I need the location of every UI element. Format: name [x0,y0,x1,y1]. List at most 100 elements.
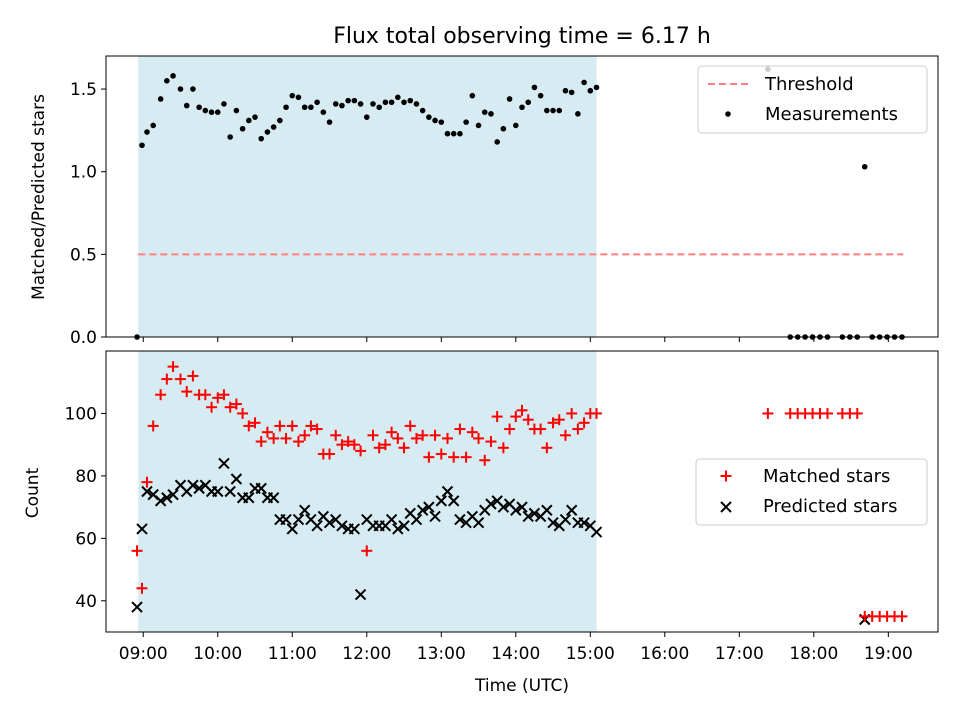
measurement-point [283,104,289,111]
x-tick-label: 09:00 [119,644,168,664]
predicted-star-point [578,517,590,529]
matched-star-point [417,429,429,441]
matched-star-point [224,401,236,413]
counts-panel: 40 60 80 100 09:00 10:00 11:00 12:00 13:00 14:00… [23,350,939,696]
y-tick-label: 40 [75,592,97,612]
plot-frame-bottom [105,350,939,633]
predicted-star-point [348,523,361,535]
matched-star-point [199,389,211,401]
matched-star-point [896,610,908,622]
measurement-point [308,104,314,111]
predicted-star-point [435,495,447,507]
measurement-point [157,96,164,102]
measurement-point [370,101,376,107]
predicted-star-point [323,517,336,529]
matched-star-point [510,411,522,423]
matched-star-point [255,436,267,448]
matched-star-point [429,429,441,441]
x-tick-label: 16:00 [640,644,689,664]
y-tick-label: 0.0 [70,328,97,348]
matched-star-point [311,423,323,435]
matched-star-point [379,439,391,451]
matched-star-point [218,389,230,401]
predicted-star-point [267,492,280,504]
measurement-point [500,125,507,132]
matched-star-point [292,436,304,448]
matched-star-point [136,582,148,594]
matched-star-point [367,429,379,441]
matched-star-point [280,432,292,444]
predicted-legend-swatch [720,501,732,513]
matched-star-point [230,398,242,410]
measurement-point [419,107,426,114]
y-tick-label: 100 [65,404,97,424]
matched-star-point [305,420,317,432]
x-axis-label: Time (UTC) [474,676,569,696]
matched-star-point [441,432,453,444]
matched-star-point [355,445,367,457]
predicted-star-point [416,504,429,516]
measurement-point [345,97,351,104]
predicted-star-point [528,507,541,520]
x-tick-label: 15:00 [566,644,615,664]
y-tick-label: 0.5 [70,245,97,265]
predicted-star-point [161,492,173,504]
plot-frame-top [105,55,939,338]
predicted-star-point [167,488,179,501]
matched-star-point [261,426,273,438]
measurement-point [395,94,401,101]
matched-star-point [206,401,218,413]
observing-interval-shade-bottom [138,351,597,632]
matched-star-point [181,386,193,398]
predicted-star-point [280,513,292,526]
measurement-point [233,107,240,114]
matched-star-point [348,439,360,451]
measurement-point [208,109,215,115]
matched-star-point [386,426,398,438]
measurement-point [469,92,476,99]
matched-star-point [591,407,603,419]
predicted-star-point [441,485,454,498]
predicted-star-point [447,495,460,507]
measurement-point [556,107,563,114]
matched-star-point [131,545,143,557]
measurement-point [432,117,438,124]
predicted-star-point [255,482,267,495]
measurement-point [150,122,156,129]
measurement-point [363,114,370,120]
matched-star-point [237,407,249,419]
matched-star-point [336,439,348,451]
matched-star-point [342,436,354,448]
matched-star-point [516,404,528,416]
predicted-star-point [485,498,497,510]
predicted-star-point [454,513,466,526]
legend-box-bottom [695,458,928,526]
y-axis-label-bottom: Count [23,467,43,518]
measurement-point [214,109,221,115]
matched-star-point [212,392,224,404]
measurement-point [332,101,339,107]
measurement-point [258,135,265,142]
measurement-point [438,119,445,125]
measurement-point [314,99,320,106]
measurement-point [320,109,327,115]
matched-star-point [243,420,255,432]
predicted-star-point [429,510,441,523]
predicted-star-point [565,504,578,516]
measurement-point [568,89,575,96]
predicted-star-point [187,479,199,491]
measurement-point [289,92,296,99]
y-axis-label-top: Matched/Predicted stars [29,94,49,300]
matched-star-point [155,389,167,401]
measurement-point [246,117,252,124]
matched-star-point [535,423,547,435]
measurement-point [164,77,170,84]
predicted-star-point [385,513,398,526]
predicted-star-point [286,523,298,535]
matched-star-point [491,411,503,423]
legend-bottom: Matched stars Predicted stars [695,458,928,526]
measurement-point [295,94,302,101]
matched-star-point [147,420,159,432]
matched-star-points [131,361,908,622]
predicted-star-point [336,520,348,532]
